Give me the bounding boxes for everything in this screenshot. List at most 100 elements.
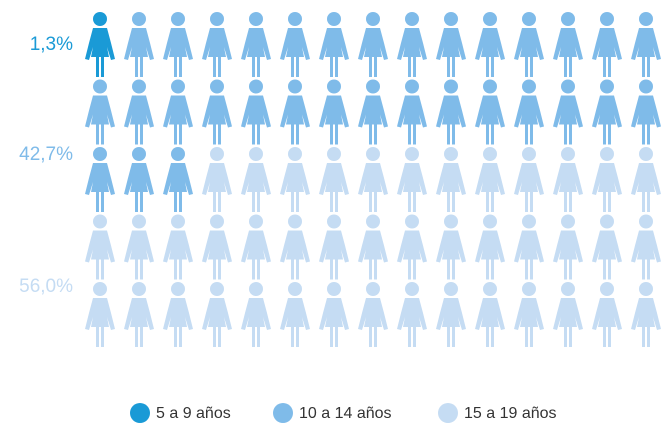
legend-label: 5 a 9 años xyxy=(156,405,231,422)
icon-body xyxy=(241,95,271,145)
person-icon xyxy=(358,214,388,280)
icon-head xyxy=(210,12,224,26)
icon-head xyxy=(483,12,497,26)
person-icon xyxy=(85,147,115,212)
person-icon xyxy=(397,12,427,77)
icon-head xyxy=(249,214,263,229)
icon-body xyxy=(436,28,466,77)
icon-body xyxy=(202,298,232,347)
icon-head xyxy=(522,79,536,94)
person-icon xyxy=(514,12,544,77)
icon-head xyxy=(444,214,458,229)
person-icon xyxy=(397,147,427,212)
icon-head xyxy=(132,282,146,296)
icon-body xyxy=(163,230,193,280)
icon-body xyxy=(475,230,505,280)
icon-head xyxy=(405,147,419,161)
icon-body xyxy=(163,28,193,77)
icon-head xyxy=(171,282,185,296)
person-icon xyxy=(436,214,466,280)
person-icon xyxy=(631,214,661,280)
person-icon xyxy=(436,12,466,77)
person-icon xyxy=(397,79,427,145)
icon-body xyxy=(631,298,661,347)
icon-head xyxy=(405,282,419,296)
icon-body xyxy=(631,28,661,77)
person-icon xyxy=(163,147,193,212)
icon-head xyxy=(561,12,575,26)
value-label: 56,0% xyxy=(19,276,73,297)
person-icon xyxy=(475,79,505,145)
icon-head xyxy=(483,147,497,161)
person-icon xyxy=(514,79,544,145)
person-icon xyxy=(319,12,349,77)
icon-head xyxy=(171,79,185,94)
icon-body xyxy=(124,230,154,280)
icon-body xyxy=(475,28,505,77)
person-icon xyxy=(358,147,388,212)
person-icon xyxy=(202,79,232,145)
icon-head xyxy=(171,147,185,161)
person-icon xyxy=(592,282,622,347)
person-icon xyxy=(124,282,154,347)
person-icon xyxy=(124,12,154,77)
icon-body xyxy=(280,163,310,212)
person-icon xyxy=(475,147,505,212)
icon-body xyxy=(553,163,583,212)
icon-body xyxy=(631,230,661,280)
icon-body xyxy=(319,163,349,212)
person-icon xyxy=(553,282,583,347)
icon-body xyxy=(85,28,115,77)
icon-body xyxy=(514,95,544,145)
icon-head xyxy=(93,282,107,296)
icon-head xyxy=(132,147,146,161)
icon-head xyxy=(600,79,614,94)
icon-body xyxy=(124,163,154,212)
icon-head xyxy=(600,214,614,229)
person-icon xyxy=(319,214,349,280)
person-icon xyxy=(514,147,544,212)
icon-body xyxy=(163,163,193,212)
icon-head xyxy=(600,147,614,161)
icon-body xyxy=(475,298,505,347)
person-icon xyxy=(397,214,427,280)
icon-body xyxy=(397,230,427,280)
icon-head xyxy=(483,214,497,229)
icon-head xyxy=(93,147,107,161)
icon-body xyxy=(202,95,232,145)
person-icon xyxy=(358,12,388,77)
icon-head xyxy=(171,214,185,229)
person-icon xyxy=(592,79,622,145)
person-icon xyxy=(436,147,466,212)
icon-head xyxy=(249,147,263,161)
icon-body xyxy=(280,95,310,145)
person-icon xyxy=(631,147,661,212)
icon-body xyxy=(592,28,622,77)
icon-head xyxy=(93,12,107,26)
icon-head xyxy=(210,147,224,161)
person-icon xyxy=(475,282,505,347)
icon-head xyxy=(288,282,302,296)
icon-body xyxy=(631,95,661,145)
icon-head xyxy=(249,282,263,296)
icon-head xyxy=(93,214,107,229)
person-icon xyxy=(475,214,505,280)
icon-head xyxy=(561,79,575,94)
icon-head xyxy=(561,282,575,296)
icon-head xyxy=(288,79,302,94)
person-icon xyxy=(241,79,271,145)
icon-body xyxy=(592,95,622,145)
icon-head xyxy=(639,282,653,296)
icon-head xyxy=(639,147,653,161)
icon-head xyxy=(366,147,380,161)
person-icon xyxy=(280,12,310,77)
icon-body xyxy=(241,163,271,212)
icon-head xyxy=(561,214,575,229)
person-icon xyxy=(163,282,193,347)
person-icon xyxy=(397,282,427,347)
icon-head xyxy=(444,12,458,26)
icon-body xyxy=(358,298,388,347)
icon-body xyxy=(436,298,466,347)
person-icon xyxy=(553,12,583,77)
icon-head xyxy=(132,214,146,229)
